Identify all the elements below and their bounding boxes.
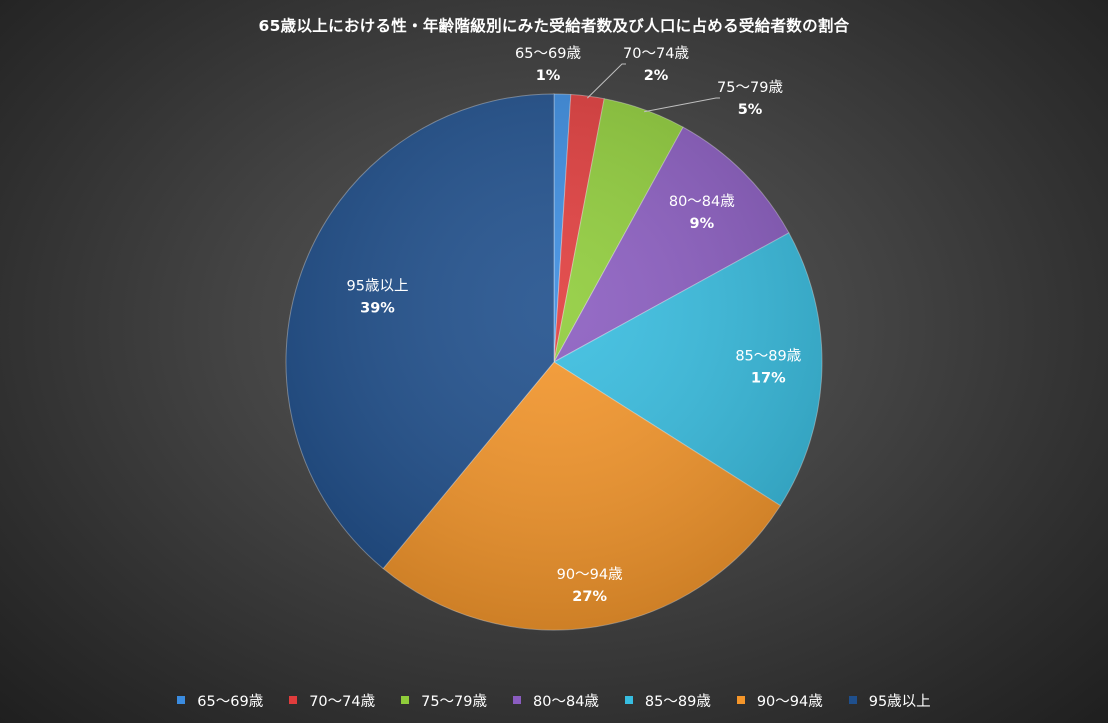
legend-label: 70～74歳 [309, 693, 376, 710]
legend-swatch [401, 696, 410, 704]
slice-percent-label: 2% [644, 68, 669, 84]
legend-label: 80～84歳 [533, 693, 599, 710]
slice-category-label: 65～69歳 [515, 45, 581, 62]
legend-swatch [289, 696, 298, 704]
legend: 65～69歳 70～74歳 75～79歳 80～84歳 85～89歳 90～94歳 95歳以… [0, 686, 1108, 714]
legend-item: 75～79歳 [401, 690, 487, 711]
legend-label: 90～94歳 [756, 693, 823, 710]
slice-category-label: 75～79歳 [717, 79, 783, 96]
legend-swatch [736, 696, 745, 704]
legend-item: 80～84歳 [513, 690, 599, 711]
slice-percent-label: 5% [738, 102, 763, 118]
legend-label: 85～89歳 [644, 693, 711, 710]
legend-item: 65～69歳 [177, 690, 263, 711]
legend-swatch [848, 696, 857, 704]
legend-swatch [624, 696, 633, 704]
slice-category-label: 85～89歳 [735, 348, 801, 365]
chart-title: 65歳以上における性・年齢階級別にみた受給者数及び人口に占める受給者数の割合 [258, 17, 850, 35]
leader-line [586, 63, 626, 99]
slice-percent-label: 39% [360, 300, 395, 316]
legend-item: 85～89歳 [624, 690, 711, 711]
slice-percent-label: 1% [536, 68, 561, 84]
leader-line [644, 97, 720, 113]
legend-label: 65～69歳 [197, 693, 264, 710]
slice-percent-label: 17% [751, 371, 786, 387]
legend-label: 75～79歳 [421, 693, 488, 710]
legend-item: 95歳以上 [848, 690, 931, 711]
legend-item: 70～74歳 [289, 690, 375, 711]
slice-category-label: 70～74歳 [623, 45, 689, 62]
slice-percent-label: 27% [572, 589, 607, 605]
slice-category-label: 95歳以上 [347, 277, 409, 294]
legend-item: 90～94歳 [736, 690, 823, 711]
slice-category-label: 80～84歳 [669, 193, 735, 210]
legend-label: 95歳以上 [868, 693, 931, 710]
slice-percent-label: 9% [690, 216, 715, 232]
slice-category-label: 90～94歳 [557, 566, 623, 583]
legend-swatch [177, 696, 186, 704]
legend-swatch [513, 696, 522, 704]
